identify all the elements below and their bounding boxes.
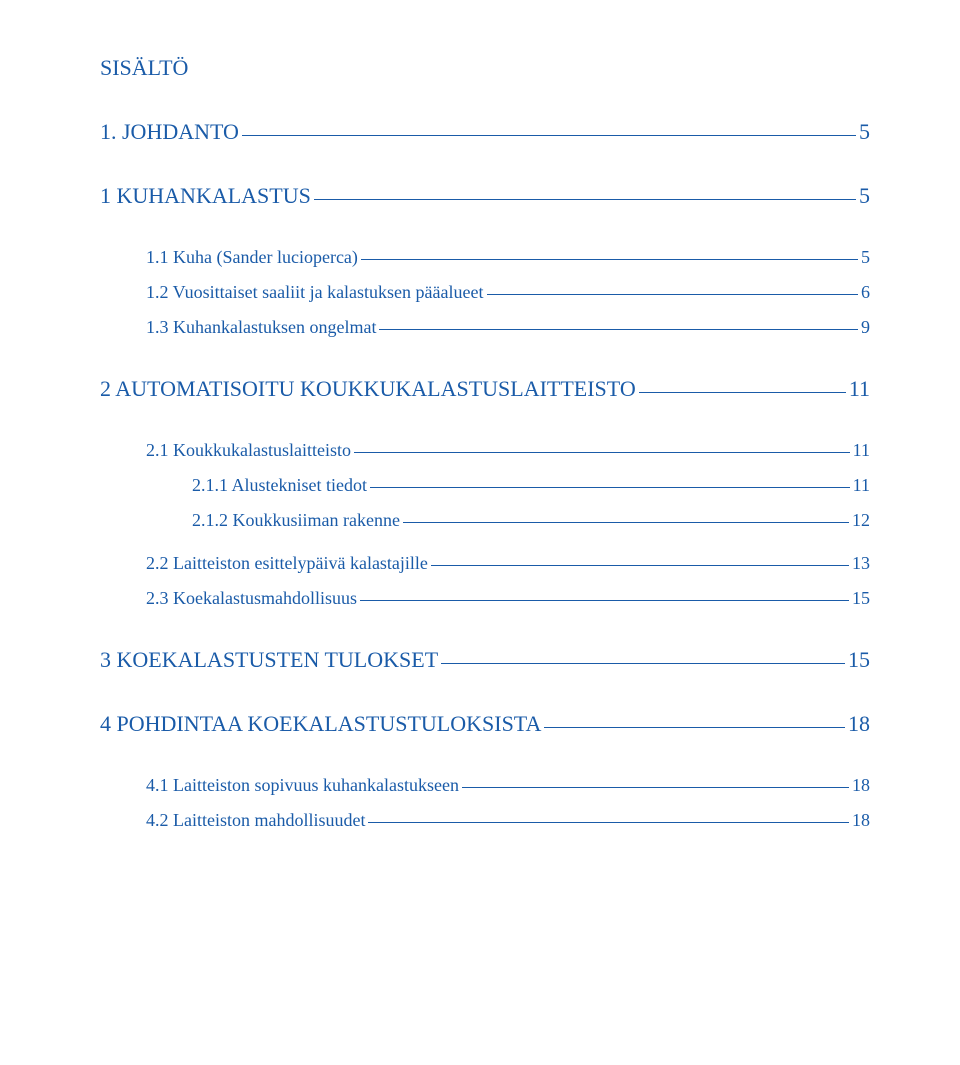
toc-spacer	[100, 545, 870, 553]
toc-leader-line	[361, 259, 858, 260]
toc-entry[interactable]: 3 KOEKALASTUSTEN TULOKSET 15	[100, 647, 870, 673]
toc-entry[interactable]: 1. JOHDANTO 5	[100, 119, 870, 145]
toc-entry-page: 18	[852, 810, 870, 831]
toc-entry-page: 5	[861, 247, 870, 268]
toc-entry-label: 2.3 Koekalastusmahdollisuus	[146, 588, 357, 609]
toc-entry-page: 13	[852, 553, 870, 574]
toc-leader-line	[354, 452, 850, 453]
toc-leader-line	[403, 522, 849, 523]
toc-entry-page: 5	[859, 119, 870, 145]
toc-entry-label: 1.1 Kuha (Sander lucioperca)	[146, 247, 358, 268]
toc-entry-label: 1 KUHANKALASTUS	[100, 183, 311, 209]
toc-entry-label: 2.2 Laitteiston esittelypäivä kalastajil…	[146, 553, 428, 574]
toc-entry[interactable]: 2.3 Koekalastusmahdollisuus 15	[100, 588, 870, 609]
toc-entry-label: 2 AUTOMATISOITU KOUKKUKALASTUSLAITTEISTO	[100, 376, 636, 402]
toc-spacer	[100, 352, 870, 376]
toc-entry[interactable]: 2.1.1 Alustekniset tiedot 11	[100, 475, 870, 496]
toc-entry-page: 18	[848, 711, 870, 737]
toc-entry-label: 1. JOHDANTO	[100, 119, 239, 145]
toc-entry-label: 1.2 Vuosittaiset saaliit ja kalastuksen …	[146, 282, 484, 303]
toc-container: SISÄLTÖ 1. JOHDANTO51 KUHANKALASTUS51.1 …	[100, 55, 870, 845]
toc-entry[interactable]: 2 AUTOMATISOITU KOUKKUKALASTUSLAITTEISTO…	[100, 376, 870, 402]
toc-entry-page: 18	[852, 775, 870, 796]
toc-leader-line	[314, 199, 856, 200]
toc-entry-label: 2.1 Koukkukalastuslaitteisto	[146, 440, 351, 461]
toc-leader-line	[544, 727, 845, 728]
toc-entry-label: 1.3 Kuhankalastuksen ongelmat	[146, 317, 376, 338]
toc-entry-label: 4 POHDINTAA KOEKALASTUSTULOKSISTA	[100, 711, 541, 737]
toc-entry[interactable]: 1.2 Vuosittaiset saaliit ja kalastuksen …	[100, 282, 870, 303]
toc-entry-label: 2.1.2 Koukkusiiman rakenne	[192, 510, 400, 531]
doc-title: SISÄLTÖ	[100, 55, 870, 81]
toc-leader-line	[370, 487, 850, 488]
toc-leader-line	[431, 565, 849, 566]
toc-leader-line	[360, 600, 849, 601]
toc-leader-line	[368, 822, 849, 823]
toc-entries: 1. JOHDANTO51 KUHANKALASTUS51.1 Kuha (Sa…	[100, 119, 870, 845]
toc-entry[interactable]: 4.2 Laitteiston mahdollisuudet 18	[100, 810, 870, 831]
toc-entry[interactable]: 4 POHDINTAA KOEKALASTUSTULOKSISTA 18	[100, 711, 870, 737]
toc-entry-page: 12	[852, 510, 870, 531]
toc-entry-label: 4.1 Laitteiston sopivuus kuhankalastukse…	[146, 775, 459, 796]
toc-entry-page: 15	[848, 647, 870, 673]
toc-entry[interactable]: 1.1 Kuha (Sander lucioperca) 5	[100, 247, 870, 268]
toc-entry-page: 5	[859, 183, 870, 209]
toc-entry[interactable]: 2.1.2 Koukkusiiman rakenne 12	[100, 510, 870, 531]
toc-entry-page: 11	[849, 376, 870, 402]
toc-leader-line	[242, 135, 856, 136]
toc-spacer	[100, 623, 870, 647]
toc-leader-line	[487, 294, 859, 295]
toc-leader-line	[441, 663, 845, 664]
toc-leader-line	[462, 787, 849, 788]
toc-leader-line	[379, 329, 858, 330]
toc-entry-page: 6	[861, 282, 870, 303]
toc-entry[interactable]: 1.3 Kuhankalastuksen ongelmat 9	[100, 317, 870, 338]
toc-leader-line	[639, 392, 846, 393]
toc-entry-page: 15	[852, 588, 870, 609]
toc-entry-label: 3 KOEKALASTUSTEN TULOKSET	[100, 647, 438, 673]
toc-entry[interactable]: 2.1 Koukkukalastuslaitteisto 11	[100, 440, 870, 461]
toc-entry[interactable]: 2.2 Laitteiston esittelypäivä kalastajil…	[100, 553, 870, 574]
toc-entry-page: 9	[861, 317, 870, 338]
toc-entry-label: 4.2 Laitteiston mahdollisuudet	[146, 810, 365, 831]
toc-entry-page: 11	[853, 440, 870, 461]
toc-entry-label: 2.1.1 Alustekniset tiedot	[192, 475, 367, 496]
toc-entry-page: 11	[853, 475, 870, 496]
toc-entry[interactable]: 4.1 Laitteiston sopivuus kuhankalastukse…	[100, 775, 870, 796]
toc-entry[interactable]: 1 KUHANKALASTUS 5	[100, 183, 870, 209]
